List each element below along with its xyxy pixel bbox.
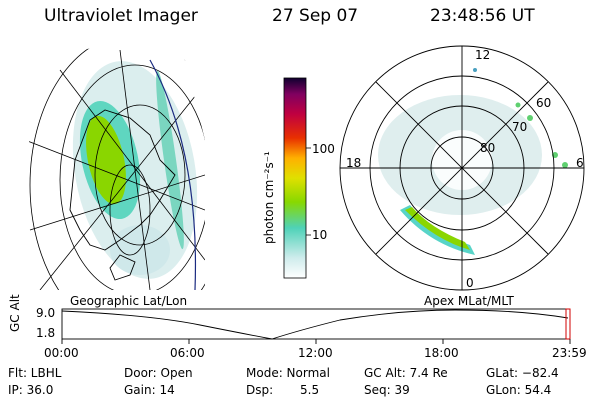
colorbar <box>283 77 311 279</box>
glat-info: GLat: −82.4 <box>486 366 559 380</box>
mlt-label-0: 0 <box>466 276 474 290</box>
seq-info: Seq: 39 <box>364 383 410 397</box>
time-tick-1200: 12:00 <box>298 346 333 360</box>
mode-info: Mode: Normal <box>246 366 330 380</box>
gc-alt-info: GC Alt: 7.4 Re <box>364 366 448 380</box>
time-tick-0600: 06:00 <box>170 346 205 360</box>
mlat-label-60: 60 <box>536 96 552 110</box>
instrument-title: Ultraviolet Imager <box>44 6 198 26</box>
image-time: 23:48:56 UT <box>430 6 535 26</box>
image-date: 27 Sep 07 <box>272 6 359 26</box>
altitude-ytick-1-8: 1.8 <box>36 326 56 340</box>
mlt-label-18: 18 <box>346 156 362 170</box>
door-info: Door: Open <box>124 366 193 380</box>
altitude-ylabel: GC Alt <box>8 294 22 332</box>
mlat-label-80: 80 <box>480 141 496 155</box>
dsp-value: 5.5 <box>300 383 320 397</box>
filter-info: Flt: LBHL <box>8 366 62 380</box>
mlat-label-70: 70 <box>512 120 528 134</box>
apex-panel-label: Apex MLat/MLT <box>424 294 514 308</box>
colorbar-tick-10: 10 <box>312 228 328 242</box>
mlt-label-6: 6 <box>576 156 584 170</box>
time-tick-1800: 18:00 <box>424 346 459 360</box>
geo-panel-label: Geographic Lat/Lon <box>70 294 188 308</box>
ip-info: IP: 36.0 <box>8 383 54 397</box>
altitude-ytick-9: 9.0 <box>36 306 56 320</box>
gain-info: Gain: 14 <box>124 383 175 397</box>
dsp-label: Dsp: <box>246 383 274 397</box>
colorbar-tick-100: 100 <box>312 142 335 156</box>
glon-info: GLon: 54.4 <box>486 383 552 397</box>
time-tick-0000: 00:00 <box>44 346 79 360</box>
time-tick-2359: 23:59 <box>552 346 587 360</box>
mlt-label-12: 12 <box>475 48 491 62</box>
